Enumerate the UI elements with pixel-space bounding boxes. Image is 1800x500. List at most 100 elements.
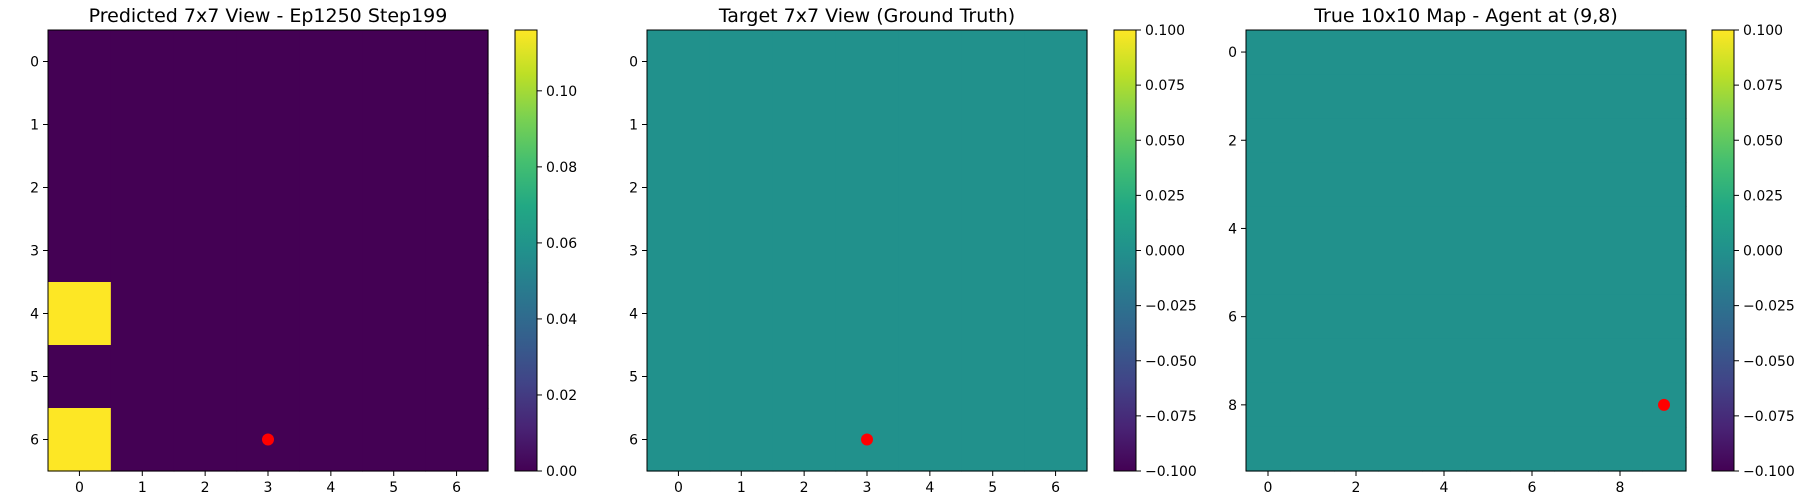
colorbar-tick-label: 0.08 — [546, 160, 577, 176]
heatmap-cell — [898, 219, 962, 283]
y-tick-label: 4 — [30, 307, 39, 323]
heatmap-cell — [1334, 162, 1379, 207]
heatmap-cell — [110, 282, 175, 346]
heatmap-cell — [1378, 426, 1423, 472]
colorbar-tick-label: 0.000 — [1145, 244, 1185, 260]
heatmap-cell — [236, 282, 301, 346]
heatmap-cell — [1290, 74, 1335, 119]
heatmap-cell — [299, 282, 363, 346]
heatmap-cell — [236, 345, 301, 409]
heatmap-cell — [1290, 118, 1335, 163]
heatmap-cell — [173, 93, 238, 157]
heatmap-cell — [1642, 338, 1687, 384]
heatmap-panel-1: Predicted 7x7 View - Ep1250 Step199 0 1 2 3 4… — [30, 5, 577, 496]
colorbar-tick-label: 0.075 — [1743, 78, 1783, 94]
heatmap-cell — [1466, 118, 1511, 163]
y-tick-label: 4 — [629, 307, 638, 323]
heatmap-cell — [236, 156, 301, 220]
heatmap-cell — [362, 219, 426, 283]
heatmap-cell — [1510, 426, 1555, 472]
heatmap-cell — [1554, 250, 1599, 296]
y-tick-label: 6 — [1228, 310, 1237, 326]
heatmap-cell — [110, 219, 175, 283]
heatmap-cell — [362, 282, 426, 346]
colorbar-tick-label: 0.025 — [1743, 188, 1783, 204]
heatmap-cell — [1290, 426, 1335, 472]
heatmap-cell — [1422, 338, 1467, 384]
panel-title: True 10x10 Map - Agent at (9,8) — [1313, 5, 1618, 27]
heatmap-cell — [1598, 30, 1643, 75]
heatmap-cell — [1422, 426, 1467, 472]
colorbar-tick-label: 0.050 — [1743, 133, 1783, 149]
heatmap-cell — [1642, 162, 1687, 207]
heatmap-cell — [898, 408, 962, 472]
x-tick-label: 3 — [863, 480, 872, 496]
heatmap-cell — [898, 282, 962, 346]
heatmap-cell — [835, 219, 900, 283]
heatmap-cell — [1422, 30, 1467, 75]
heatmap-cell — [961, 282, 1025, 346]
heatmap-cell — [48, 156, 112, 220]
heatmap-cell — [1642, 294, 1687, 340]
x-tick-label: 4 — [925, 480, 934, 496]
heatmap-cell — [1024, 219, 1088, 283]
x-tick-label: 0 — [75, 480, 84, 496]
heatmap-cell — [1246, 74, 1291, 119]
x-tick-label: 2 — [201, 480, 210, 496]
heatmap-cell — [1334, 294, 1379, 340]
heatmap-cell — [835, 345, 900, 409]
x-tick-label: 3 — [264, 480, 273, 496]
y-tick-label: 5 — [629, 370, 638, 386]
heatmap-cells — [647, 30, 1088, 472]
heatmap-cell — [1246, 162, 1291, 207]
heatmap-cell — [772, 30, 837, 94]
heatmap-cell — [1554, 426, 1599, 472]
colorbar-tick-label: 0.075 — [1145, 78, 1185, 94]
heatmap-cell — [1598, 382, 1643, 428]
heatmap-cell — [110, 30, 175, 94]
heatmap-cell — [236, 93, 301, 157]
heatmap-cell — [772, 408, 837, 472]
heatmap-cell — [1554, 206, 1599, 252]
panel-title: Target 7x7 View (Ground Truth) — [718, 5, 1015, 27]
heatmap-cell — [898, 93, 962, 157]
heatmap-cell — [1246, 30, 1291, 75]
heatmap-cell — [1466, 74, 1511, 119]
heatmap-cell — [709, 30, 774, 94]
heatmap-cell — [961, 156, 1025, 220]
heatmap-cell — [647, 282, 711, 346]
heatmap-cell — [647, 345, 711, 409]
agent-marker — [1658, 398, 1670, 411]
heatmap-cell — [1024, 282, 1088, 346]
heatmap-cell — [236, 30, 301, 94]
heatmap-cell — [48, 93, 112, 157]
heatmap-cell — [1422, 162, 1467, 207]
heatmap-cell — [1466, 426, 1511, 472]
heatmap-cell — [1642, 74, 1687, 119]
heatmap-cell — [1554, 338, 1599, 384]
heatmap-cell — [1334, 338, 1379, 384]
heatmap-cell — [772, 282, 837, 346]
heatmap-cell — [110, 408, 175, 472]
heatmap-cell — [1466, 338, 1511, 384]
y-tick-label: 2 — [629, 181, 638, 197]
x-tick-label: 6 — [452, 480, 461, 496]
heatmap-cell — [1554, 74, 1599, 119]
heatmap-cell — [110, 93, 175, 157]
heatmap-cell — [299, 219, 363, 283]
colorbar-tick-label: 0.000 — [1743, 244, 1783, 260]
heatmap-cell — [1422, 294, 1467, 340]
heatmap-cell — [1290, 162, 1335, 207]
heatmap-cell — [1554, 30, 1599, 75]
y-tick-label: 0 — [30, 55, 39, 71]
x-tick-label: 4 — [326, 480, 335, 496]
heatmap-cell — [299, 156, 363, 220]
heatmap-cell — [48, 408, 112, 472]
heatmap-cell — [1334, 74, 1379, 119]
colorbar-tick-label: −0.050 — [1145, 354, 1197, 370]
heatmap-cell — [772, 345, 837, 409]
colorbar — [1711, 29, 1735, 472]
heatmap-cell — [1466, 382, 1511, 428]
heatmap-cell — [1290, 338, 1335, 384]
